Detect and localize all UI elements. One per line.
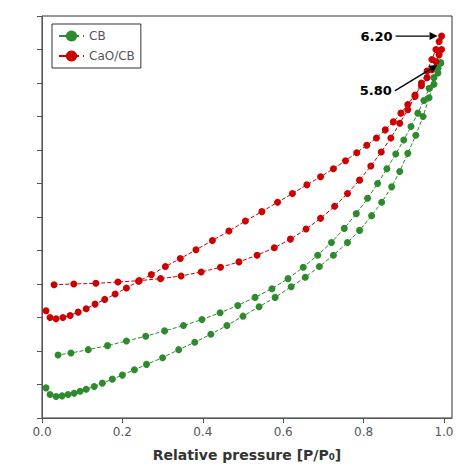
svg-text:0.0: 0.0: [32, 425, 51, 439]
svg-text:CB: CB: [89, 29, 106, 43]
svg-text:6.20: 6.20: [360, 29, 392, 44]
svg-text:0.4: 0.4: [193, 425, 212, 439]
svg-text:0.6: 0.6: [274, 425, 293, 439]
svg-text:5.80: 5.80: [360, 83, 392, 98]
svg-text:Relative pressure [P/P₀]: Relative pressure [P/P₀]: [153, 447, 341, 463]
svg-text:CaO/CB: CaO/CB: [89, 49, 135, 63]
svg-text:0.2: 0.2: [113, 425, 132, 439]
svg-text:1.0: 1.0: [434, 425, 453, 439]
svg-text:0.8: 0.8: [354, 425, 373, 439]
